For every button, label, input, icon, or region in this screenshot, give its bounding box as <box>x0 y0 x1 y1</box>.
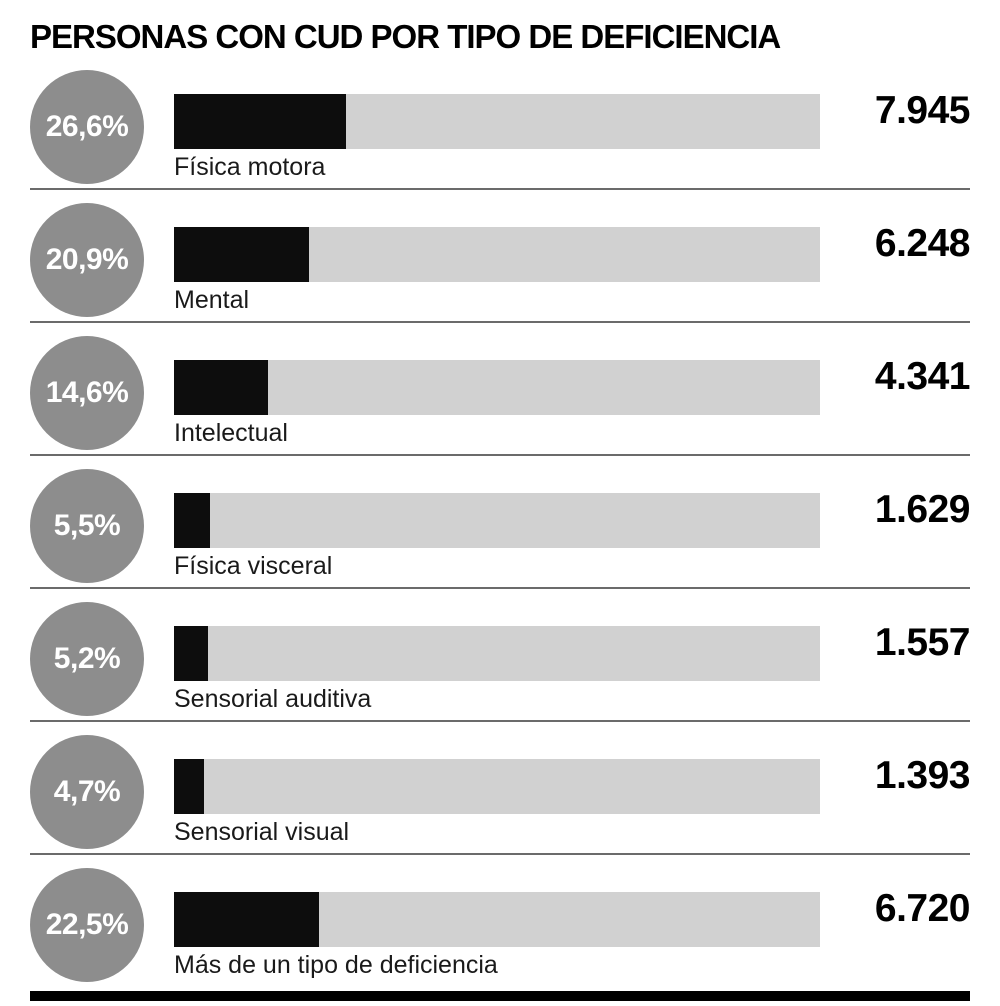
value-label: 1.393 <box>874 754 971 798</box>
chart-rows: 26,6% Física motora 7.945 20,9% Mental 6… <box>30 57 971 988</box>
percentage-label: 26,6% <box>45 110 129 144</box>
bar-track <box>174 360 820 416</box>
bar-area: Sensorial auditiva <box>174 602 820 714</box>
chart-row-sensorial-visual: 4,7% Sensorial visual 1.393 <box>30 722 971 856</box>
chart-row-fisica-motora: 26,6% Física motora 7.945 <box>30 57 971 191</box>
bar-track <box>174 759 820 815</box>
percentage-label: 5,5% <box>53 509 121 543</box>
chart-row-fisica-visceral: 5,5% Física visceral 1.629 <box>30 456 971 590</box>
category-label: Sensorial visual <box>174 818 350 847</box>
bar-track <box>174 626 820 682</box>
value-label: 6.720 <box>874 887 971 931</box>
value-label: 1.557 <box>874 621 971 665</box>
percentage-badge: 26,6% <box>30 70 144 185</box>
bar-area: Más de un tipo de deficiencia <box>174 868 820 980</box>
percentage-label: 4,7% <box>53 775 121 809</box>
bar-track <box>174 94 820 150</box>
bar-track <box>174 227 820 283</box>
percentage-badge: 5,5% <box>30 469 144 584</box>
bottom-rule <box>30 991 970 1002</box>
bar-fill <box>174 493 210 549</box>
value-label: 1.629 <box>874 488 971 532</box>
value-label: 6.248 <box>874 222 971 266</box>
bar-fill <box>174 892 320 948</box>
percentage-badge: 20,9% <box>30 203 144 318</box>
chart-row-sensorial-auditiva: 5,2% Sensorial auditiva 1.557 <box>30 589 971 723</box>
bar-track <box>174 493 820 549</box>
bar-area: Intelectual <box>174 336 820 448</box>
percentage-badge: 4,7% <box>30 735 144 850</box>
bar-track <box>174 892 820 948</box>
percentage-badge: 22,5% <box>30 868 144 983</box>
bar-fill <box>174 626 208 682</box>
percentage-label: 20,9% <box>45 243 129 277</box>
category-label: Más de un tipo de deficiencia <box>174 951 498 980</box>
percentage-badge: 5,2% <box>30 602 144 717</box>
category-label: Intelectual <box>174 419 288 448</box>
bar-fill <box>174 360 269 416</box>
bar-area: Sensorial visual <box>174 735 820 847</box>
percentage-label: 5,2% <box>53 642 121 676</box>
chart-title: PERSONAS CON CUD POR TIPO DE DEFICIENCIA <box>30 18 781 55</box>
value-label: 4.341 <box>874 355 971 399</box>
value-label: 7.945 <box>874 89 971 133</box>
chart-row-mas-de-un-tipo: 22,5% Más de un tipo de deficiencia 6.72… <box>30 855 971 988</box>
bar-fill <box>174 759 205 815</box>
category-label: Física motora <box>174 153 326 182</box>
category-label: Mental <box>174 286 250 315</box>
chart-row-mental: 20,9% Mental 6.248 <box>30 190 971 324</box>
bar-fill <box>174 227 309 283</box>
percentage-label: 22,5% <box>45 908 129 942</box>
percentage-label: 14,6% <box>45 376 129 410</box>
bar-area: Física motora <box>174 70 820 182</box>
chart-row-intelectual: 14,6% Intelectual 4.341 <box>30 323 971 457</box>
bar-fill <box>174 94 346 150</box>
category-label: Sensorial auditiva <box>174 685 372 714</box>
bar-area: Física visceral <box>174 469 820 581</box>
percentage-badge: 14,6% <box>30 336 144 451</box>
bar-area: Mental <box>174 203 820 315</box>
category-label: Física visceral <box>174 552 333 581</box>
